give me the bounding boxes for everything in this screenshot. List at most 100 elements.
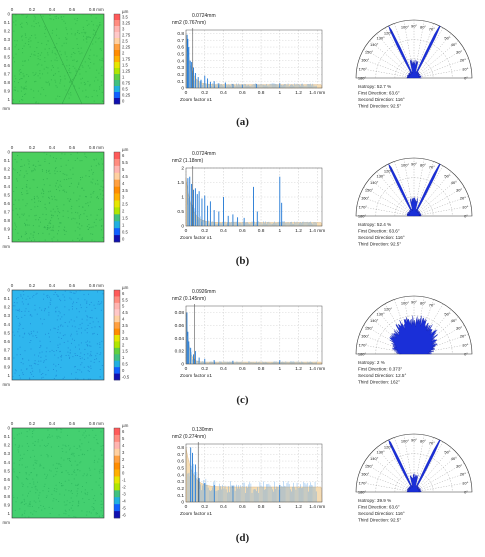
height-map-speckle	[49, 226, 51, 228]
height-map-speckle	[81, 362, 83, 364]
height-map-speckle	[46, 178, 48, 180]
height-map-speckle	[78, 430, 80, 432]
height-map-speckle	[24, 88, 26, 90]
height-map-speckle	[28, 215, 30, 217]
height-map-speckle	[60, 431, 62, 433]
rose-stat: Isotropy: 2 %	[358, 360, 385, 365]
height-map-speckle	[99, 477, 101, 479]
height-map-speckle	[95, 76, 97, 78]
height-map-speckle	[18, 48, 20, 50]
spectrum-envelope	[185, 312, 323, 365]
height-map-speckle	[45, 374, 47, 376]
color-scale-label: 4.5	[122, 174, 128, 179]
color-scale-swatch	[114, 80, 120, 87]
height-map-speckle	[48, 48, 50, 50]
height-map-speckle	[88, 434, 90, 436]
height-map-speckle	[48, 296, 50, 298]
height-map-speckle	[37, 441, 39, 443]
height-map-x-tick: 0.8	[89, 283, 96, 288]
panel-label: (b)	[235, 255, 250, 267]
spectrum-x-tick: 1	[278, 228, 281, 234]
height-map-speckle	[59, 222, 61, 224]
height-map-speckle	[31, 53, 33, 55]
height-map-speckle	[86, 156, 88, 158]
height-map-speckle	[57, 239, 59, 241]
height-map-speckle	[41, 323, 43, 325]
height-map-speckle	[64, 173, 66, 175]
height-map-speckle	[98, 301, 100, 303]
height-map-speckle	[60, 17, 62, 19]
height-map-speckle	[90, 196, 92, 198]
height-map-speckle	[71, 325, 73, 327]
height-map-speckle	[101, 66, 103, 68]
rose-angle-label: 140°	[370, 42, 379, 47]
height-map-speckle	[101, 57, 103, 59]
height-map-speckle	[26, 190, 28, 192]
color-scale-swatch	[114, 511, 120, 519]
height-map-speckle	[84, 329, 86, 331]
color-scale-swatch	[114, 26, 120, 33]
color-scale-swatch	[114, 228, 120, 236]
color-scale-swatch	[114, 214, 120, 222]
height-map-speckle	[51, 195, 53, 197]
height-map-speckle	[14, 169, 16, 171]
height-map-speckle	[66, 38, 68, 40]
height-map-speckle	[101, 163, 103, 165]
height-map-speckle	[55, 484, 57, 486]
height-map-speckle	[59, 312, 61, 314]
height-map-speckle	[16, 213, 18, 215]
height-map-speckle	[16, 161, 18, 163]
height-map-speckle	[58, 463, 60, 465]
height-map-speckle	[18, 464, 20, 466]
height-map-speckle	[95, 355, 97, 357]
height-map-y-tick: 0.7	[4, 348, 11, 353]
height-map-y-tick: mm	[3, 520, 11, 525]
height-map-speckle	[73, 292, 75, 294]
height-map-speckle	[39, 347, 41, 348]
height-map-speckle	[80, 78, 82, 80]
height-map-speckle	[48, 233, 50, 235]
height-map-speckle	[18, 451, 19, 453]
color-scale-swatch	[114, 296, 120, 304]
polar-rose: 130°120°100° 90° 80° 70°50°140° 40°150° 30°16…	[355, 157, 473, 247]
height-map-speckle	[34, 74, 36, 75]
height-map-speckle	[25, 170, 27, 172]
height-map-speckle	[49, 303, 51, 305]
height-map-speckle	[52, 230, 54, 232]
height-map-speckle	[18, 199, 20, 201]
height-map-speckle	[95, 183, 96, 185]
height-map-speckle	[45, 355, 47, 357]
height-map-speckle	[57, 344, 59, 346]
height-map-speckle	[72, 59, 74, 61]
height-map-speckle	[76, 20, 78, 22]
height-map-speckle	[87, 353, 89, 355]
height-map-speckle	[88, 176, 90, 177]
height-map-speckle	[32, 433, 34, 434]
height-map-speckle	[84, 489, 86, 491]
height-map-speckle	[22, 73, 24, 75]
height-map-speckle	[79, 223, 80, 225]
height-map-speckle	[24, 500, 25, 502]
height-map-speckle	[34, 455, 35, 457]
height-map-speckle	[36, 474, 38, 476]
color-scale-swatch	[114, 341, 120, 349]
height-map-speckle	[30, 365, 32, 367]
height-map-speckle	[25, 466, 27, 468]
height-map-speckle	[25, 224, 27, 225]
height-map-speckle	[102, 194, 104, 196]
height-map-speckle	[33, 74, 35, 76]
height-map-speckle	[43, 293, 45, 295]
spectrum-zoom-label: Zoom factor x1	[180, 235, 212, 241]
height-map-speckle	[26, 180, 28, 181]
height-map-speckle	[42, 213, 44, 215]
height-map-speckle	[57, 208, 59, 210]
height-map-speckle	[101, 198, 103, 200]
height-map-speckle	[78, 33, 80, 34]
height-map-speckle	[59, 180, 61, 182]
height-map-speckle	[14, 46, 16, 48]
color-scale-swatch	[114, 360, 120, 368]
color-scale-label: 0	[122, 236, 125, 241]
height-map-speckle	[56, 350, 57, 352]
